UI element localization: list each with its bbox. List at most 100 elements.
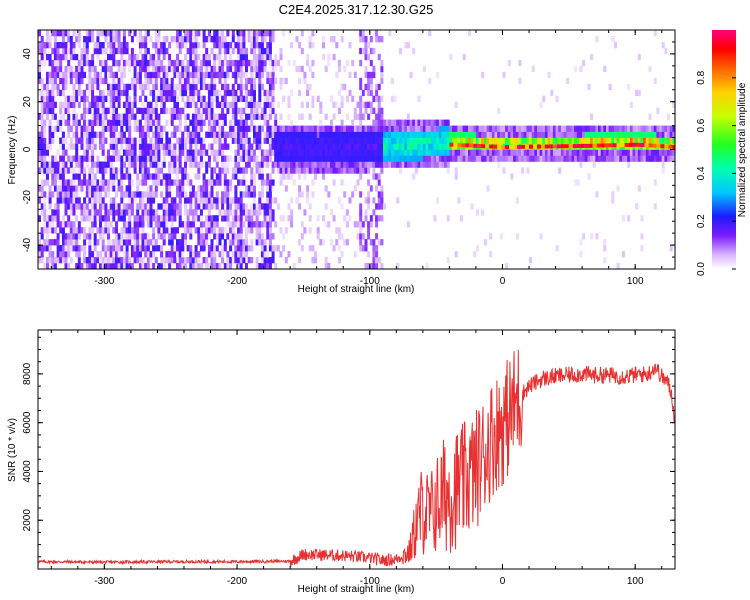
spectrogram-cell	[343, 131, 347, 138]
spectrogram-cell	[191, 161, 195, 168]
spectrogram-cell	[40, 36, 44, 43]
spectrogram-cell	[255, 71, 259, 79]
spectrogram-cell	[414, 131, 418, 138]
spectrogram-cell	[144, 179, 148, 186]
spectrogram-cell	[624, 137, 628, 144]
spectrogram-cell	[88, 101, 92, 108]
spectrogram-cell	[162, 263, 166, 269]
spectrogram-cell	[218, 239, 222, 246]
spectrogram-cell	[242, 155, 246, 162]
spectrogram-cell	[107, 245, 110, 252]
spectrogram-cell	[160, 131, 164, 138]
spectrogram-cell	[510, 173, 514, 180]
spectrogram-cell	[595, 191, 599, 198]
spectrogram-cell	[526, 125, 530, 132]
spectrogram-cell	[83, 155, 87, 162]
spectrogram-cell	[568, 149, 572, 156]
spectrogram-cell	[226, 185, 230, 192]
spectrogram-cell	[202, 59, 206, 67]
spectrogram-cell	[69, 197, 73, 204]
spectrogram-cell	[337, 137, 341, 144]
carrier-segment	[572, 144, 577, 149]
spectrogram-cell	[295, 155, 299, 162]
spectrogram-cell	[574, 137, 578, 144]
spectrogram-cell	[194, 113, 198, 120]
spectrogram-cell	[99, 42, 102, 49]
spectrogram-cell	[600, 137, 604, 144]
spectrogram-cell	[146, 59, 150, 67]
spectrogram-cell	[213, 42, 217, 49]
spectrogram-cell	[253, 131, 256, 138]
spectrogram-cell	[250, 257, 254, 264]
spectrogram-cell	[160, 47, 164, 55]
spectrogram-cell	[133, 113, 137, 120]
spectrogram-cell	[271, 215, 275, 222]
spectrogram-cell	[170, 251, 174, 258]
spectrogram-cell	[314, 155, 317, 162]
spectrogram-cell	[218, 65, 222, 73]
spectrogram-cell	[385, 131, 389, 138]
spectrogram-cell	[168, 65, 172, 73]
spectrogram-cell	[146, 167, 150, 174]
spectrogram-cell	[141, 107, 145, 114]
spectrogram-cell	[621, 215, 625, 222]
spectrogram-cell	[210, 47, 214, 55]
spectrogram-cell	[213, 203, 217, 210]
spectrogram-cell	[226, 197, 230, 204]
spectrogram-cell	[136, 125, 140, 132]
spectrogram-cell	[563, 149, 567, 156]
spectrogram-cell	[449, 155, 453, 162]
spectrogram-cell	[168, 137, 172, 144]
spectrogram-cell	[56, 209, 60, 216]
spectrogram-cell	[107, 227, 110, 234]
spectrogram-cell	[324, 143, 328, 150]
spectrogram-cell	[231, 30, 235, 37]
spectrogram-cell	[194, 197, 198, 204]
spectrogram-cell	[624, 149, 628, 156]
spectrogram-cell	[117, 233, 121, 240]
spectrogram-cell	[582, 137, 586, 144]
spectrogram-cell	[59, 179, 63, 186]
spectrogram-cell	[266, 101, 270, 108]
spectrogram-cell	[300, 191, 304, 198]
spectrogram-cell	[146, 221, 150, 228]
spectrogram-cell	[611, 125, 615, 132]
spectrogram-cell	[247, 155, 251, 162]
spectrogram-cell	[152, 149, 156, 156]
spectrogram-cell	[327, 53, 331, 61]
spectrogram-cell	[606, 125, 609, 132]
spectrogram-cell	[194, 119, 198, 126]
spectrogram-cell	[117, 251, 121, 258]
spectrogram-cell	[380, 149, 384, 156]
spectrogram-cell	[56, 167, 60, 174]
spectrogram-cell	[239, 36, 243, 43]
spectrogram-cell	[80, 65, 84, 73]
spectrogram-cell	[165, 251, 169, 258]
spectrogram-cell	[149, 107, 153, 114]
spectrogram-cell	[144, 155, 148, 162]
spectrogram-cell	[59, 137, 63, 144]
spectrogram-cell	[505, 149, 509, 156]
spectrogram-cell	[88, 257, 92, 264]
spectrogram-cell	[170, 107, 174, 114]
spectrogram-cell	[279, 251, 283, 258]
spectrogram-cell	[276, 149, 280, 156]
spectrogram-cell	[186, 101, 190, 108]
spectrogram-cell	[162, 215, 166, 222]
spectrogram-cell	[460, 137, 463, 144]
spectrogram-cell	[46, 36, 49, 43]
spectrogram-cell	[170, 257, 174, 264]
spectrogram-cell	[369, 101, 373, 108]
spectrogram-cell	[282, 30, 286, 37]
spectrogram-cell	[223, 42, 227, 49]
spectrogram-cell	[369, 71, 373, 79]
spectrogram-cell	[72, 101, 76, 108]
spectrogram-cell	[308, 167, 312, 174]
spectrogram-cell	[521, 125, 525, 132]
spectrogram-cell	[335, 167, 339, 174]
spectrogram-cell	[112, 209, 116, 216]
spectrogram-cell	[72, 197, 76, 204]
spectrogram-cell	[109, 251, 113, 258]
spectrogram-cell	[645, 149, 649, 156]
spectrogram-cell	[319, 149, 323, 156]
